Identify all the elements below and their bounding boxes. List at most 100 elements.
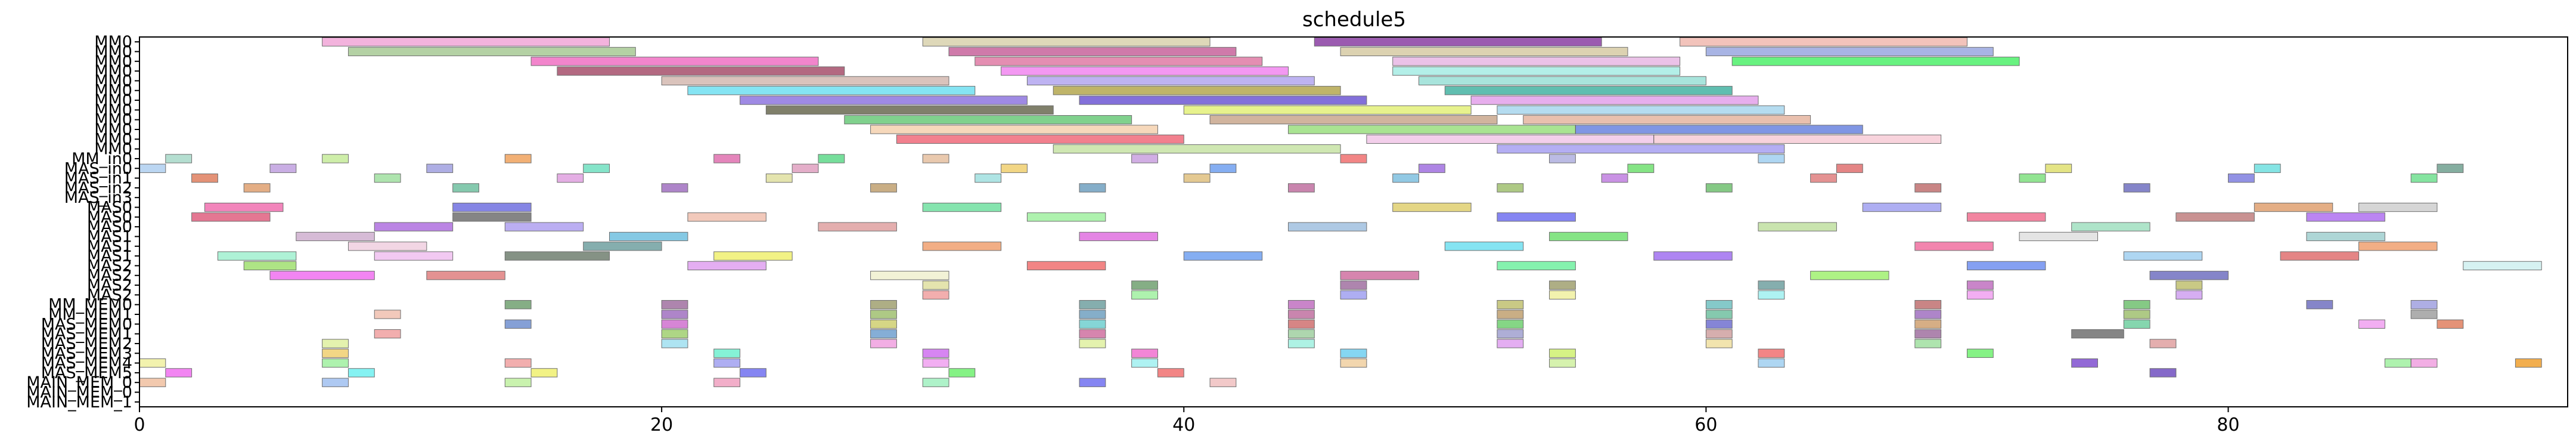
task-bar xyxy=(504,222,584,231)
y-tick-label: MAIN_MEM_1 xyxy=(26,393,132,412)
task-bar xyxy=(2019,231,2098,242)
task-bar xyxy=(870,300,897,310)
y-tick-label: MAS_MEM4 xyxy=(41,354,132,373)
task-bar xyxy=(609,231,688,242)
y-tick-label: MAIN_MEM_0 xyxy=(26,384,132,402)
task-bar xyxy=(583,163,610,173)
task-bar xyxy=(1209,115,1498,125)
task-bar xyxy=(1914,310,1942,319)
task-bar xyxy=(1914,319,1942,329)
task-bar xyxy=(1444,242,1524,251)
y-tick-labels: MM0MM0MM0MM0MM0MM0MM0MM0MM0MM0MM0MM0MM_i… xyxy=(26,33,139,412)
task-bar xyxy=(2410,310,2438,319)
task-bar xyxy=(2071,222,2150,231)
task-bar xyxy=(661,300,688,310)
task-bar xyxy=(1340,271,1420,280)
task-bar xyxy=(2306,231,2385,242)
task-bar xyxy=(426,271,505,280)
y-tick-label: MM0 xyxy=(94,72,132,90)
task-bar xyxy=(2410,358,2438,368)
task-bar xyxy=(1549,290,1576,300)
task-bar xyxy=(1680,37,1967,47)
task-bar xyxy=(1914,183,1942,193)
task-bar xyxy=(922,348,949,358)
task-bar xyxy=(1758,358,1785,368)
task-bar xyxy=(1497,329,1524,339)
task-bar xyxy=(2071,329,2124,339)
task-bar xyxy=(2280,251,2360,261)
task-bar xyxy=(1287,319,1315,329)
y-tick-label: MM0 xyxy=(94,52,132,71)
task-bar xyxy=(322,339,349,348)
task-bar xyxy=(1549,280,1576,290)
task-bar xyxy=(2254,202,2333,212)
task-bar xyxy=(2358,202,2438,212)
task-bar xyxy=(1497,300,1524,310)
task-bar xyxy=(687,261,766,271)
task-bar xyxy=(2228,173,2255,183)
task-bars xyxy=(139,37,2542,387)
task-bar xyxy=(1287,183,1315,193)
task-bar xyxy=(870,339,897,348)
y-tick-label: MAS_MEM1 xyxy=(41,325,132,344)
task-bar xyxy=(1392,57,1681,66)
task-bar xyxy=(1079,95,1367,105)
task-bar xyxy=(1810,271,1889,280)
task-bar xyxy=(1549,348,1576,358)
y-tick-label: MM0 xyxy=(94,101,132,119)
task-bar xyxy=(504,319,532,329)
task-bar xyxy=(2045,163,2072,173)
y-tick-label: MAIN_MEM_0 xyxy=(26,373,132,392)
task-bar xyxy=(1287,329,1315,339)
task-bar xyxy=(765,105,1054,115)
task-bar xyxy=(2123,300,2150,310)
task-bar xyxy=(2254,163,2281,173)
task-bar xyxy=(740,95,1028,105)
x-tick-label: 0 xyxy=(134,415,145,435)
task-bar xyxy=(1705,183,1733,193)
task-bar xyxy=(661,183,688,193)
task-bar xyxy=(139,378,166,387)
y-tick-label: MM0 xyxy=(94,82,132,100)
y-tick-label: MM0 xyxy=(94,140,132,159)
task-bar xyxy=(1079,329,1106,339)
task-bar xyxy=(2410,300,2438,310)
task-bar xyxy=(1810,173,1837,183)
task-bar xyxy=(1079,319,1106,329)
y-tick-label: MAS2 xyxy=(87,276,132,295)
task-bar xyxy=(2149,368,2177,378)
y-tick-label: MAS_in3 xyxy=(64,188,132,207)
y-tick-label: MAS2 xyxy=(87,267,132,285)
task-bar xyxy=(974,173,1002,183)
task-bar xyxy=(1053,144,1341,154)
task-bar xyxy=(530,368,558,378)
y-tick-label: MAS1 xyxy=(87,227,132,246)
task-bar xyxy=(922,290,949,300)
task-bar xyxy=(687,86,976,95)
task-bar xyxy=(1705,319,1733,329)
task-bar xyxy=(1497,105,1785,115)
task-bar xyxy=(1419,163,1445,173)
task-bar xyxy=(374,251,454,261)
task-bar xyxy=(1497,319,1524,329)
y-tick-label: MM0 xyxy=(94,120,132,139)
task-bar xyxy=(1079,378,1106,387)
task-bar xyxy=(1470,95,1759,105)
task-bar xyxy=(661,329,688,339)
task-bar xyxy=(557,66,845,76)
task-bar xyxy=(1653,134,1942,144)
task-bar xyxy=(818,154,845,163)
task-bar xyxy=(1157,368,1184,378)
task-bar xyxy=(922,358,949,368)
task-bar xyxy=(1183,105,1472,115)
task-bar xyxy=(2515,358,2542,368)
task-bar xyxy=(661,319,688,329)
y-tick-label: MM0 xyxy=(94,42,132,61)
task-bar xyxy=(2306,300,2333,310)
task-bar xyxy=(2463,261,2542,271)
task-bar xyxy=(1001,163,1028,173)
task-bar xyxy=(2175,212,2255,222)
task-bar xyxy=(1183,251,1263,261)
task-bar xyxy=(844,115,1132,125)
task-bar xyxy=(347,47,636,57)
